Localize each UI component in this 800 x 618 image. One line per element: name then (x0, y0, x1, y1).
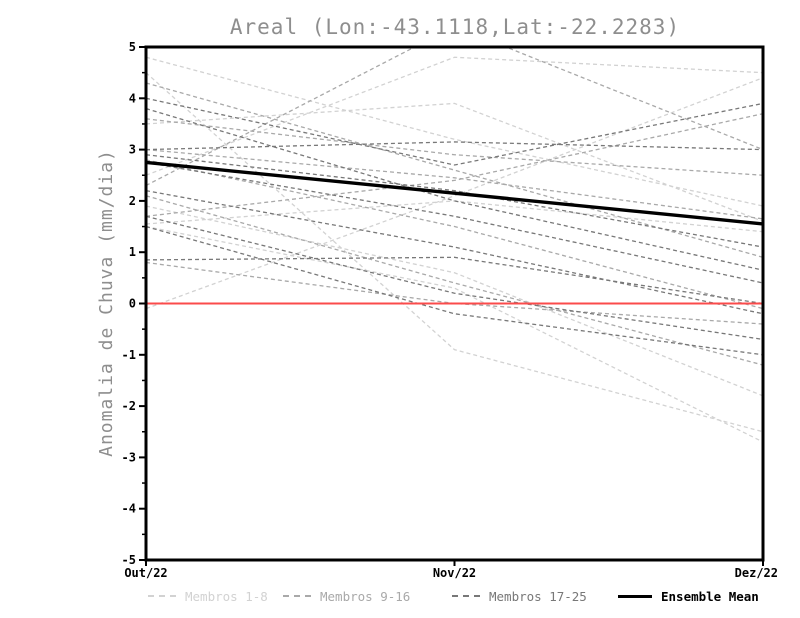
member-polyline (146, 72, 763, 433)
members-17-25-line-swatch (452, 595, 480, 597)
y-tick-label: -3 (122, 450, 136, 464)
legend-item-members-17-25: Membros 17-25 (452, 588, 587, 604)
member-polyline (146, 205, 763, 397)
members-1-8-line-swatch (148, 595, 176, 597)
y-tick-label: 0 (129, 297, 136, 311)
member-polyline (146, 77, 763, 310)
ensemble-mean-line-swatch (618, 594, 652, 598)
member-polyline (146, 256, 763, 305)
x-tick-label: Nov/22 (433, 566, 476, 580)
legend-item-members-9-16: Membros 9-16 (283, 588, 410, 604)
y-tick-label: 1 (129, 245, 136, 259)
y-axis-ticks: -5 -4 -3 -2 -1 0 1 2 3 4 5 (122, 40, 146, 567)
member-polyline (146, 215, 763, 341)
member-polyline (146, 56, 763, 176)
member-polyline (146, 56, 763, 207)
legend-label-members-17-25: Membros 17-25 (489, 588, 587, 604)
legend-label-ensemble-mean: Ensemble Mean (661, 588, 759, 604)
member-polyline (146, 97, 763, 166)
member-polyline (146, 107, 763, 271)
legend-label-members-1-8: Membros 1-8 (185, 588, 268, 604)
y-tick-label: -1 (122, 348, 136, 362)
member-polyline (146, 102, 763, 223)
y-tick-label: -2 (122, 399, 136, 413)
member-polyline (146, 113, 763, 217)
ensemble-mean-polyline (146, 160, 763, 226)
member-polyline (146, 225, 763, 356)
y-tick-label: 5 (129, 40, 136, 54)
y-tick-label: -4 (122, 502, 136, 516)
member-polyline (146, 154, 763, 248)
ensemble-member-lines (146, 47, 763, 443)
ensemble-mean-line (146, 160, 763, 226)
plot-border (144, 45, 765, 562)
legend-label-members-9-16: Membros 9-16 (320, 588, 411, 604)
member-polyline (146, 118, 763, 176)
member-polyline (146, 159, 763, 310)
x-tick-label: Dez/22 (735, 566, 778, 580)
y-axis-label: Anomalia de Chuva (mm/dia) (96, 149, 117, 457)
legend-item-ensemble-mean: Ensemble Mean (618, 588, 759, 604)
legend-item-members-1-8: Membros 1-8 (148, 588, 268, 604)
member-polyline (146, 148, 763, 220)
y-tick-label: -5 (122, 553, 136, 567)
x-axis-ticks: Out/22 Nov/22 Dez/22 (124, 560, 778, 580)
y-tick-label: 2 (129, 194, 136, 208)
member-polyline (146, 190, 763, 315)
chart-title: Areal (Lon:-43.1118,Lat:-22.2283) (230, 15, 680, 39)
member-polyline (146, 195, 763, 366)
x-tick-label: Out/22 (124, 566, 167, 580)
member-polyline (146, 47, 763, 187)
members-9-16-line-swatch (283, 595, 311, 597)
member-polyline (146, 141, 763, 151)
y-tick-label: 3 (129, 143, 136, 157)
y-tick-label: 4 (129, 91, 136, 105)
